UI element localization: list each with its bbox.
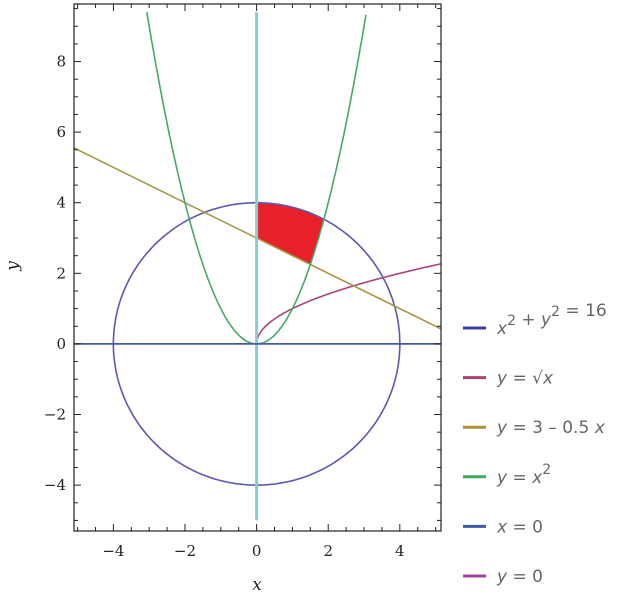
- legend-label-part: = 0: [507, 517, 543, 537]
- legend-label-part: y: [496, 567, 508, 587]
- legend-label-part: 2: [507, 313, 516, 329]
- legend-label-part: =: [507, 369, 532, 389]
- legend-label: y = x2: [496, 462, 551, 488]
- legend-item: y = √x: [463, 369, 554, 389]
- legend-label-part: 2: [551, 304, 560, 320]
- legend-item: y = 3 – 0.5 x: [463, 418, 606, 438]
- legend-label-part: x: [531, 468, 543, 488]
- legend-label: x = 0: [496, 517, 543, 537]
- legend-label-part: = 16: [560, 301, 607, 321]
- legend-label-part: =: [507, 468, 532, 488]
- x-axis-label: x: [252, 575, 262, 595]
- legend-label: y = 0: [496, 567, 543, 587]
- legend-label-part: x: [496, 517, 508, 537]
- legend-label-part: = 3 – 0.5: [507, 418, 595, 438]
- x-tick-label: 4: [395, 542, 405, 560]
- legend-label-part: x: [542, 369, 554, 389]
- legend-label-part: √: [532, 369, 543, 389]
- y-tick-label: −2: [44, 406, 66, 424]
- shaded-region: [256, 202, 324, 265]
- x-tick-label: 2: [323, 542, 333, 560]
- legend-label-part: = 0: [507, 567, 543, 587]
- x-tick-label: −2: [174, 542, 196, 560]
- y-tick-label: 4: [56, 194, 66, 212]
- legend-item: y = x2: [463, 462, 551, 488]
- plot-frame: [73, 3, 442, 532]
- x-tick-label: −4: [102, 542, 124, 560]
- legend-label: y = √x: [496, 369, 554, 389]
- legend-label-part: y: [540, 310, 552, 330]
- legend-item: x = 0: [463, 517, 543, 537]
- y-tick-label: 0: [56, 335, 66, 353]
- y-tick-label: 6: [56, 123, 66, 141]
- legend-label-part: y: [496, 418, 508, 438]
- legend-label-part: +: [516, 310, 541, 330]
- legend-label-part: y: [496, 369, 508, 389]
- legend-label: x2 + y2 = 16: [496, 301, 607, 339]
- legend-label-part: 2: [542, 462, 551, 478]
- x-tick-label: 0: [252, 542, 262, 560]
- legend-item: y = 0: [463, 567, 543, 587]
- legend-item: x2 + y2 = 16: [463, 301, 607, 339]
- y-tick-label: −4: [44, 476, 66, 494]
- legend-label-part: y: [496, 468, 508, 488]
- y-tick-label: 2: [56, 264, 66, 282]
- legend-label: y = 3 – 0.5 x: [496, 418, 606, 438]
- legend: x2 + y2 = 16y = √xy = 3 – 0.5 xy = x2x =…: [463, 301, 607, 587]
- series-sqrt: [255, 263, 441, 345]
- plot-area: −4 −2 0 2 4 −4 −2 0 2 4 6 8: [44, 3, 442, 560]
- y-tick-label: 8: [56, 53, 66, 71]
- legend-label-part: x: [594, 418, 606, 438]
- legend-label-part: x: [496, 319, 508, 339]
- y-axis-label: y: [3, 261, 23, 272]
- series-group: [74, 11, 441, 521]
